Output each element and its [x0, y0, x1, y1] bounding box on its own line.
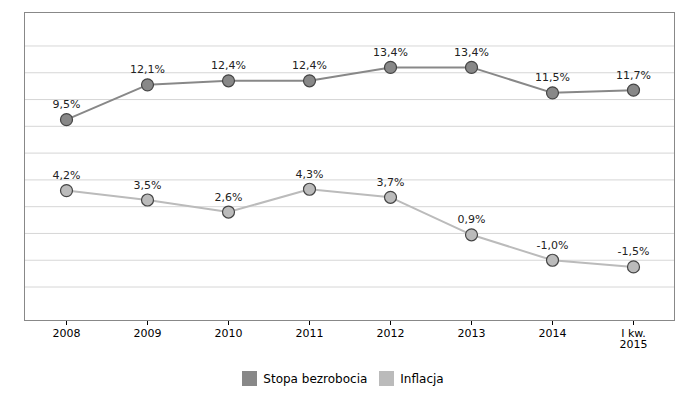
svg-text:3,7%: 3,7%: [377, 176, 405, 189]
svg-text:9,5%: 9,5%: [53, 98, 81, 111]
svg-text:2009: 2009: [134, 327, 162, 340]
svg-text:-1,0%: -1,0%: [537, 239, 569, 252]
html-text:Inflacja: Inflacja: [400, 371, 444, 386]
svg-text:3,5%: 3,5%: [134, 178, 162, 191]
svg-text:12,4%: 12,4%: [292, 59, 327, 72]
svg-text:11,7%: 11,7%: [616, 69, 651, 82]
svg-text:12,4%: 12,4%: [211, 59, 246, 72]
svg-text:12,1%: 12,1%: [130, 63, 165, 76]
svg-text:2014: 2014: [539, 327, 567, 340]
svg-text:2011: 2011: [296, 327, 324, 340]
svg-text:2,6%: 2,6%: [215, 191, 243, 204]
svg-text:13,4%: 13,4%: [454, 46, 489, 59]
svg-text:13,4%: 13,4%: [373, 46, 408, 59]
svg-text:2010: 2010: [215, 327, 243, 340]
svg-text:2008: 2008: [53, 327, 81, 340]
svg-text:4,2%: 4,2%: [53, 169, 81, 182]
html-text:Stopa bezrobocia: Stopa bezrobocia: [263, 371, 368, 386]
svg-text:4,3%: 4,3%: [296, 168, 324, 181]
svg-text:11,5%: 11,5%: [535, 71, 570, 84]
svg-text:2013: 2013: [458, 327, 486, 340]
svg-text:2012: 2012: [377, 327, 405, 340]
svg-text:I kw.2015: I kw.2015: [620, 327, 648, 351]
svg-text:0,9%: 0,9%: [458, 213, 486, 226]
svg-text:-1,5%: -1,5%: [618, 245, 650, 258]
